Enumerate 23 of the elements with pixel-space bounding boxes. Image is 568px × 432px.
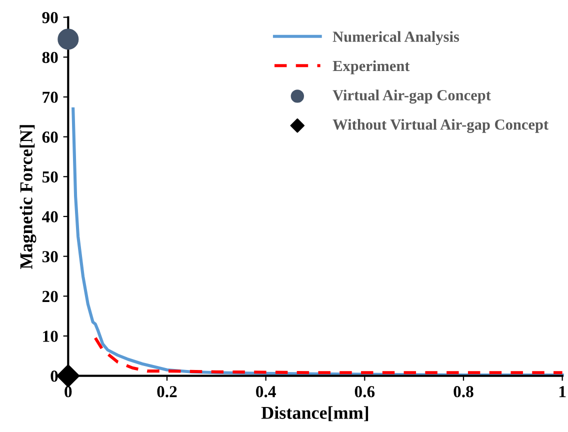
y-tick-label: 10	[43, 330, 58, 342]
y-tick-label: 40	[42, 211, 58, 222]
x-axis-title: Distance[mm]	[261, 406, 368, 422]
x-tick-label: 0	[64, 386, 72, 398]
line-series	[94, 336, 564, 374]
y-tick-label: 80	[42, 52, 58, 64]
legend-label: Without Virtual Air-gap Concept	[332, 118, 549, 133]
legend-label: Experiment	[332, 60, 410, 74]
x-tick-label: 0.8	[454, 386, 474, 398]
legend-label: Numerical Analysis	[332, 31, 460, 46]
legend-label: Virtual Air-gap Concept	[332, 90, 491, 104]
y-tick-label: 30	[42, 251, 58, 262]
x-tick-label: 0.6	[354, 386, 375, 398]
x-tick-label: 0.4	[256, 386, 276, 398]
y-tick-label: 0	[50, 370, 58, 382]
x-tick-label: 0.2	[157, 386, 177, 398]
y-tick-label: 60	[42, 132, 58, 143]
y-tick-label: 70	[42, 92, 58, 103]
y-tick-label: 90	[42, 12, 58, 24]
y-axis-title: Magnetic Force[N]	[20, 125, 36, 270]
x-tick-label: 1	[559, 386, 566, 398]
y-tick-label: 20	[42, 290, 58, 302]
y-tick-label: 50	[42, 171, 58, 183]
